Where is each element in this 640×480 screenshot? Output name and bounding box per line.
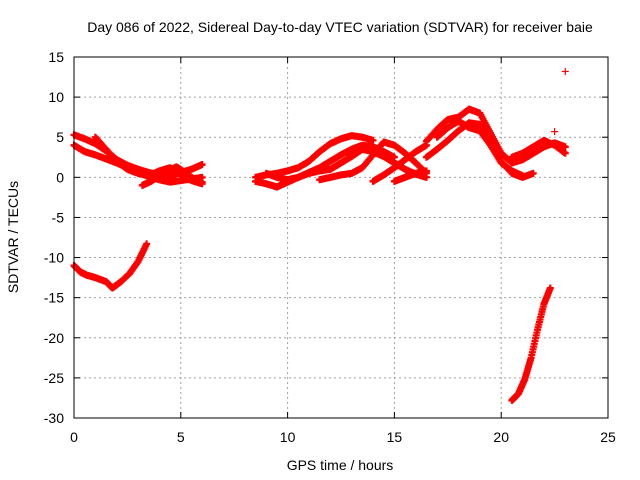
y-tick-label: -10 — [44, 250, 64, 266]
x-axis-ticks: 0 5 10 15 20 25 — [70, 57, 616, 445]
data-point-isolated — [551, 128, 559, 136]
y-tick-label: -20 — [44, 330, 64, 346]
y-tick-label: 0 — [56, 169, 64, 185]
y-tick-label: 5 — [56, 129, 64, 145]
x-tick-label: 20 — [493, 429, 509, 445]
chart-title: Day 086 of 2022, Sidereal Day-to-day VTE… — [87, 19, 593, 35]
y-tick-label: -25 — [44, 370, 64, 386]
plot-border — [73, 56, 609, 419]
x-tick-label: 0 — [70, 429, 78, 445]
x-axis-label: GPS time / hours — [287, 457, 394, 473]
data-points-arc16 — [508, 284, 554, 404]
data-points-arc4 — [138, 163, 206, 189]
y-axis-label: SDTVAR / TECUs — [5, 181, 21, 293]
data-points-arc14 — [433, 117, 527, 180]
data-points-arc10 — [369, 141, 430, 185]
x-tick-label: 5 — [177, 429, 185, 445]
data-points-arc15 — [508, 136, 569, 161]
data-points — [70, 67, 569, 404]
y-tick-label: -15 — [44, 290, 64, 306]
x-tick-label: 25 — [600, 429, 616, 445]
y-axis-ticks: 15 10 5 0 -5 -10 -15 -20 -25 -30 — [44, 49, 608, 426]
y-tick-label: -30 — [44, 410, 64, 426]
x-tick-label: 10 — [280, 429, 296, 445]
data-points-arc11 — [390, 167, 430, 185]
y-tick-label: 15 — [48, 49, 64, 65]
data-points-arc9 — [316, 138, 430, 184]
y-tick-label: -5 — [52, 209, 65, 225]
data-point-isolated — [561, 67, 569, 75]
x-tick-label: 15 — [387, 429, 403, 445]
y-tick-label: 10 — [48, 89, 64, 105]
data-points-arc5 — [70, 240, 151, 292]
